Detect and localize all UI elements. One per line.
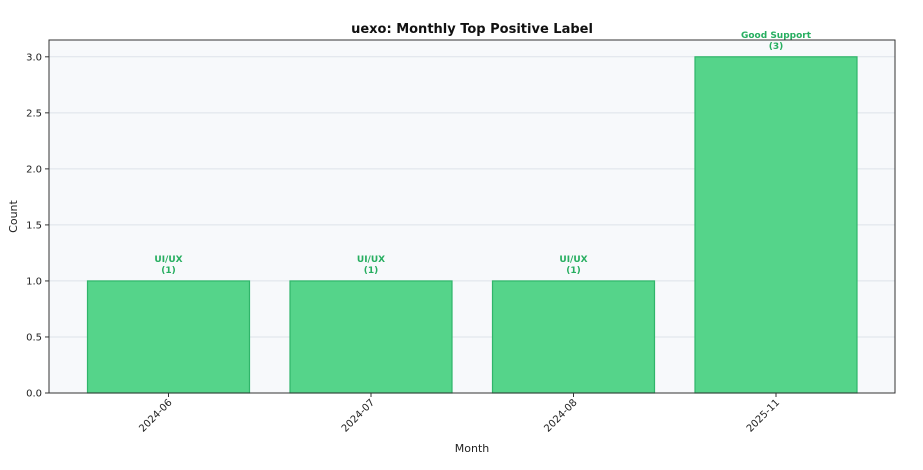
bar-label: UI/UX: [154, 255, 182, 265]
bar-labels: UI/UX(1)UI/UX(1)UI/UX(1)Good Support(3): [154, 31, 811, 276]
bar: [86, 280, 251, 394]
bar-label: Good Support: [741, 31, 812, 41]
plot-frame: [48, 39, 896, 394]
x-axis: 2024-06 2024-07 2024-08 2025-11: [137, 393, 782, 435]
y-tick-label: 3.0: [26, 52, 42, 63]
x-axis-label: Month: [455, 442, 490, 455]
chart-title: uexo: Monthly Top Positive Label: [351, 22, 593, 37]
y-axis: 0.0 0.5 1.0 1.5 2.0 2.5 3.0: [26, 52, 49, 400]
bar-count-label: (1): [364, 266, 379, 276]
bar: [694, 56, 858, 394]
x-tick-label: 2025-11: [745, 397, 782, 434]
x-tick-label: 2024-07: [340, 397, 377, 434]
bar: [289, 280, 453, 394]
bar-label: UI/UX: [357, 255, 385, 265]
bar-count-label: (1): [566, 266, 581, 276]
bar-count-label: (3): [769, 42, 784, 52]
y-tick-label: 2.5: [26, 108, 42, 119]
bar: [491, 280, 656, 394]
y-tick-label: 0.0: [26, 389, 42, 400]
x-tick-label: 2024-06: [137, 397, 174, 434]
y-tick-label: 2.0: [26, 164, 42, 175]
y-tick-label: 1.0: [26, 276, 42, 287]
x-tick-label: 2024-08: [542, 397, 579, 434]
bar-label: UI/UX: [559, 255, 587, 265]
y-axis-label: Count: [7, 199, 20, 232]
y-tick-label: 0.5: [26, 332, 42, 343]
bar-count-label: (1): [161, 266, 176, 276]
y-tick-label: 1.5: [26, 220, 42, 231]
